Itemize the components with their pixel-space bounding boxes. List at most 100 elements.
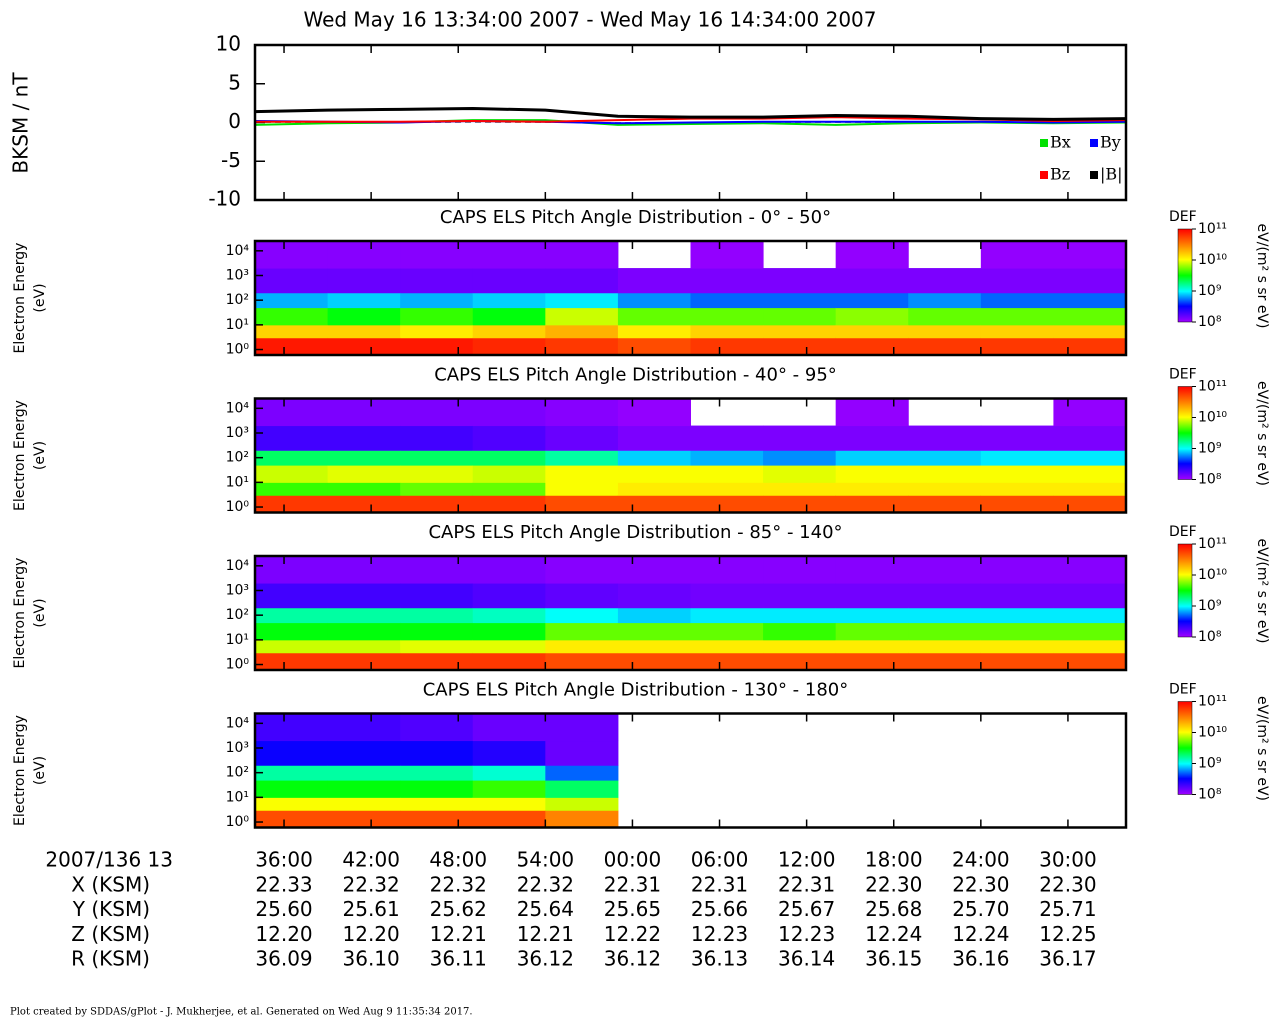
x-tick-label: 48:00	[429, 848, 487, 872]
colorbar-tick-label: 10¹¹	[1198, 379, 1227, 395]
ephemeris-value: 22.32	[343, 873, 400, 897]
spectrogram-cell	[1053, 622, 1127, 641]
spectrogram-cell	[617, 465, 691, 483]
ephemeris-value: 36.16	[952, 947, 1009, 971]
y-axis-label: (eV)	[32, 598, 48, 627]
ephemeris-value: 22.31	[691, 873, 748, 897]
spectrogram-cell	[255, 556, 329, 584]
y-axis-label: (eV)	[32, 441, 48, 470]
spectrogram-cell	[327, 607, 401, 624]
ephemeris-value: 22.31	[778, 873, 835, 897]
ephemeris-value: 12.20	[255, 922, 312, 946]
colorbar-tick-label: 10⁹	[1198, 441, 1222, 457]
legend-label: By	[1100, 133, 1121, 152]
spectrogram-cell	[835, 268, 909, 294]
spectrogram-cell	[545, 324, 619, 339]
colorbar-tick-label: 10¹⁰	[1198, 410, 1227, 426]
spectrogram-cell	[690, 450, 764, 466]
spectrogram-cell	[545, 797, 619, 811]
spectrogram-cell	[400, 337, 474, 356]
spectrogram-cell	[545, 241, 619, 269]
spectrogram-cell	[255, 268, 329, 294]
ephemeris-value: 22.30	[1039, 873, 1096, 897]
spectrogram-cell	[980, 622, 1054, 641]
spectrogram-cell	[327, 465, 401, 483]
ephemeris-label: 2007/136 13	[45, 848, 173, 872]
y-axis-label: Electron Energy	[12, 400, 28, 511]
spectrogram-cell	[327, 713, 401, 742]
spectrogram-cell	[545, 307, 619, 326]
spectrogram-cell	[472, 713, 546, 742]
spectrogram-cell	[400, 292, 474, 309]
x-tick-label: 12:00	[778, 848, 836, 872]
spectrogram-cell	[255, 307, 329, 326]
spectrogram-cell	[400, 465, 474, 483]
spectrogram-cell	[327, 583, 401, 609]
x-tick-label: 00:00	[604, 848, 662, 872]
spectrogram-cell	[545, 652, 619, 671]
spectrogram-cell	[327, 652, 401, 671]
spectrogram-cell	[255, 337, 329, 356]
spectrogram-cell	[400, 622, 474, 641]
spectrogram-cell	[835, 292, 909, 309]
spectrogram-cell	[1053, 307, 1127, 326]
spectrogram-cell	[545, 713, 619, 742]
spectrogram-cell	[980, 425, 1054, 451]
colorbar	[1177, 228, 1193, 323]
spectrogram-cell	[763, 337, 837, 356]
spectrogram-cell	[255, 292, 329, 309]
spectrogram-cell	[980, 465, 1054, 483]
spectrogram-cell	[908, 482, 982, 496]
spectrogram-cell	[617, 607, 691, 624]
spectrogram-cell	[980, 556, 1054, 584]
colorbar-tick-label: 10¹⁰	[1198, 567, 1227, 583]
plot-frame	[253, 554, 1128, 672]
colorbar	[1177, 701, 1193, 795]
x-tick-label: 30:00	[1039, 848, 1097, 872]
y-axis-label: BKSM / nT	[9, 72, 33, 174]
spectrogram-cell	[763, 425, 837, 451]
ephemeris-value: 22.31	[604, 873, 661, 897]
legend-swatch	[1040, 139, 1048, 147]
spectrogram-cell	[617, 622, 691, 641]
ephemeris-value: 36.15	[865, 947, 922, 971]
x-tick-label: 06:00	[691, 848, 749, 872]
spectrogram-cell	[763, 607, 837, 624]
y-tick-label: 10²	[226, 292, 249, 308]
spectrogram-cell	[908, 583, 982, 609]
spectrogram-cell	[255, 607, 329, 624]
spectrogram-cell	[545, 622, 619, 641]
spectrogram-cell	[472, 639, 546, 654]
spectrogram-cell	[400, 740, 474, 766]
colorbar	[1177, 543, 1193, 638]
spectrogram-cell	[980, 450, 1054, 466]
panel-title: CAPS ELS Pitch Angle Distribution - 40° …	[434, 365, 837, 386]
spectrogram-cell	[1053, 450, 1127, 466]
colorbar-tick-label: 10⁹	[1198, 598, 1222, 614]
spectrogram-cell	[1053, 324, 1127, 339]
spectrogram-cell	[545, 810, 619, 828]
colorbar-tick-label: 10¹¹	[1198, 536, 1227, 552]
spectrogram-cell	[400, 268, 474, 294]
spectrogram-cell	[327, 307, 401, 326]
ephemeris-row-label: Z (KSM)	[71, 922, 150, 946]
spectrogram-cell	[980, 652, 1054, 671]
spectrogram-cell	[472, 268, 546, 294]
spectrogram-cell	[617, 495, 691, 513]
x-tick-label: 54:00	[517, 848, 575, 872]
spectrogram-cell	[908, 450, 982, 466]
spectrogram-cell	[327, 780, 401, 798]
spectrogram-cell	[908, 495, 982, 513]
spectrogram-cell	[255, 652, 329, 671]
spectrogram-cell	[690, 307, 764, 326]
ephemeris-value: 12.23	[778, 922, 835, 946]
spectrogram-cell	[908, 465, 982, 483]
y-tick-label: 10³	[226, 425, 249, 441]
spectrogram-cell	[400, 639, 474, 654]
spectrogram-cell	[980, 241, 1054, 269]
spectrogram-cell	[327, 622, 401, 641]
spectrogram-cell	[472, 780, 546, 798]
plot-frame	[253, 43, 1128, 202]
spectrogram-cell	[908, 607, 982, 624]
spectrogram-cell	[545, 465, 619, 483]
